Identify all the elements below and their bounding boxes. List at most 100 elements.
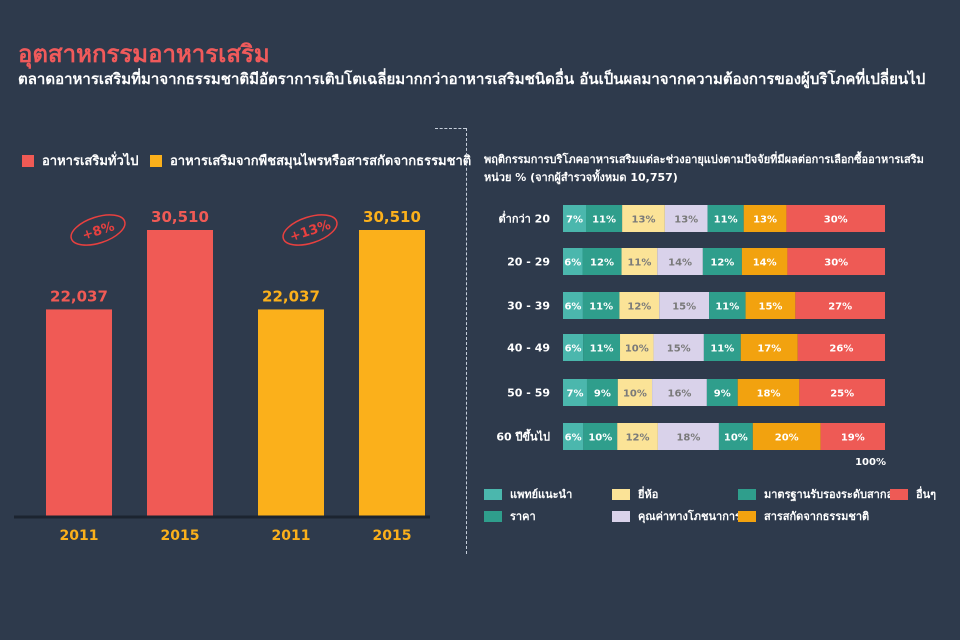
stacked-segment [787,248,885,275]
segment-value-label: 7% [566,215,583,226]
segment-value-label: 6% [565,433,582,444]
legend-swatch [738,488,756,500]
stacked-segment [563,248,583,275]
stacked-chart-unit: หน่วย % (จากผู้สำรวจทั้งหมด 10,757) [484,171,678,184]
segment-value-label: 6% [564,302,581,313]
legend-label: อื่นๆ [916,488,937,501]
segment-value-label: 14% [668,258,692,269]
legend-item: ราคา [484,507,536,525]
legend-item: แพทย์แนะนำ [484,485,572,503]
stacked-segment [664,205,708,232]
bar [359,230,425,516]
segment-value-label: 17% [757,344,781,355]
legend-swatch [22,154,34,167]
segment-value-label: 10% [724,433,748,444]
segment-value-label: 11% [590,344,614,355]
segment-value-label: 9% [714,389,731,400]
stacked-segment [799,379,885,406]
stacked-segment [752,423,821,450]
bar [147,230,213,516]
bar-value-label: 22,037 [50,287,108,305]
stacked-segment [583,334,621,361]
stacked-segment [737,379,800,406]
stacked-segment [707,205,744,232]
stacked-segment [617,379,653,406]
stacked-segment [622,205,665,232]
category-label: 60 ปีขึ้นไป [496,429,550,444]
segment-value-label: 11% [627,258,651,269]
segment-value-label: 11% [589,302,613,313]
stacked-segment [653,334,704,361]
segment-value-label: 10% [588,433,612,444]
stacked-segment [795,292,885,319]
legend-label: อาหารเสริมทั่วไป [42,154,139,169]
segment-value-label: 30% [824,258,848,269]
bar-value-label: 30,510 [151,208,209,226]
segment-value-label: 12% [627,302,651,313]
category-label: 30 - 39 [507,300,550,313]
segment-value-label: 11% [592,215,616,226]
category-label: ต่ำกว่า 20 [499,211,551,226]
bar-value-label: 30,510 [363,208,421,226]
segment-value-label: 15% [672,302,696,313]
x-tick-label: 2011 [272,528,311,544]
segment-value-label: 6% [565,344,582,355]
segment-value-label: 10% [625,344,649,355]
legend-label: ราคา [510,510,536,523]
stacked-segment [820,423,885,450]
bar-value-label: 22,037 [262,287,320,305]
segment-value-label: 13% [753,215,777,226]
segment-value-label: 9% [594,389,611,400]
stacked-segment [619,292,660,319]
segment-value-label: 10% [623,389,647,400]
legend-item: คุณค่าทางโภชนาการ [612,507,741,525]
segment-value-label: 12% [590,258,614,269]
stacked-segment [743,205,787,232]
segment-value-label: 30% [824,215,848,226]
stacked-segment [786,205,885,232]
stacked-segment [620,334,654,361]
segment-value-label: 7% [566,389,583,400]
segment-value-label: 26% [829,344,853,355]
page-title: อุตสาหกรรมอาหารเสริม [18,40,270,68]
legend-item: สารสกัดจากธรรมชาติ [738,507,869,525]
stacked-chart-title: พฤติกรรมการบริโภคอาหารเสริมแต่ละช่วงอายุ… [484,153,924,166]
legend-swatch [484,488,502,500]
stacked-segment [741,248,788,275]
stacked-segment [586,379,618,406]
stacked-segment [797,334,885,361]
stacked-segment [617,423,658,450]
segment-value-label: 15% [759,302,783,313]
stacked-segment [586,205,623,232]
category-label: 40 - 49 [507,342,550,355]
legend-label: แพทย์แนะนำ [510,488,573,501]
stacked-segment [652,379,707,406]
section-divider-top [435,128,466,129]
growth-badge-ring [70,214,126,246]
stacked-segment [659,292,710,319]
segment-value-label: 18% [757,389,781,400]
legend-item: อื่นๆ [890,485,936,503]
legend-item: มาตรฐานรับรองระดับสากล [738,485,893,503]
legend-label: คุณค่าทางโภชนาการ [638,510,741,523]
stacked-segment [621,248,658,275]
stacked-segment [583,423,618,450]
legend-item-general: อาหารเสริมทั่วไป [22,150,139,171]
category-label: 50 - 59 [507,387,550,400]
bar [46,309,112,516]
stacked-segment [563,423,584,450]
segment-value-label: 12% [710,258,734,269]
segment-value-label: 13% [632,215,656,226]
stacked-segment [706,379,738,406]
x-tick-label: 2011 [60,528,99,544]
legend-label: มาตรฐานรับรองระดับสากล [764,488,894,501]
stacked-segment [563,205,586,232]
stacked-segment [563,292,583,319]
segment-value-label: 15% [667,344,691,355]
segment-value-label: 11% [710,344,734,355]
stacked-segment [718,423,753,450]
x-tick-label: 2015 [373,528,412,544]
stacked-segment [563,379,587,406]
